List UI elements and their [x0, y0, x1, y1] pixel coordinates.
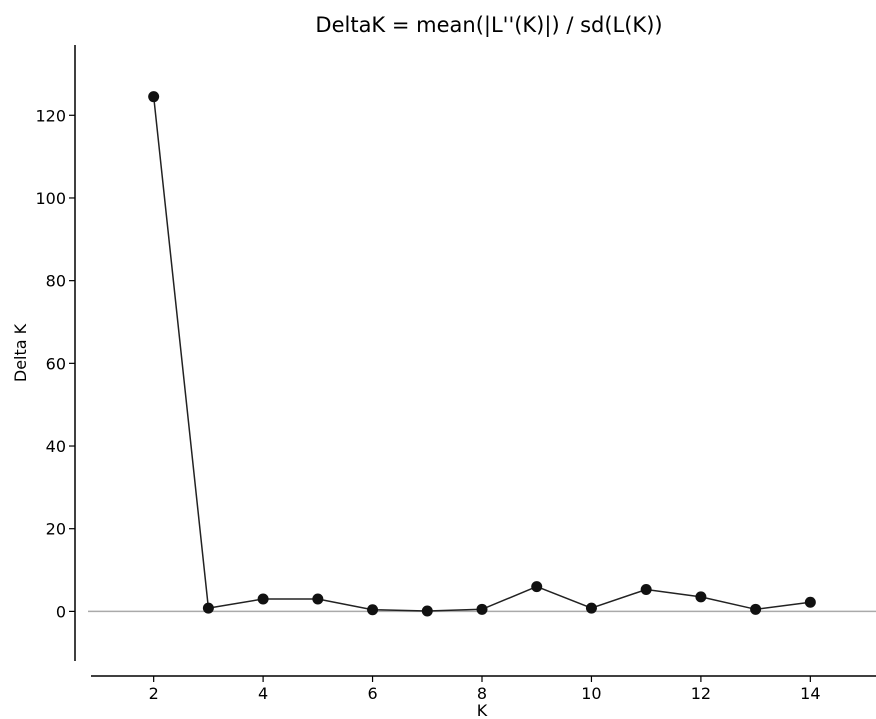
- data-point: [804, 596, 816, 608]
- data-point: [257, 593, 269, 605]
- data-point: [202, 602, 214, 614]
- x-tick-label: 12: [691, 684, 711, 703]
- y-tick-label: 40: [46, 437, 66, 456]
- y-tick-label: 100: [35, 189, 66, 208]
- x-tick-label: 4: [258, 684, 268, 703]
- data-point: [695, 591, 707, 603]
- y-tick-label: 20: [46, 520, 66, 539]
- x-axis-ticks: 2 4 6 8 10 12 14: [149, 676, 821, 703]
- y-axis-label: Delta K: [11, 323, 30, 382]
- data-point: [750, 603, 762, 615]
- data-point: [421, 605, 433, 617]
- x-tick-label: 2: [149, 684, 159, 703]
- x-tick-label: 6: [367, 684, 377, 703]
- data-point: [367, 604, 379, 616]
- y-tick-label: 0: [56, 602, 66, 621]
- x-tick-label: 14: [800, 684, 820, 703]
- data-point: [476, 603, 488, 615]
- data-point: [585, 602, 597, 614]
- y-axis-ticks: 0 20 40 60 80 100 120: [35, 106, 75, 621]
- delta-k-series: [148, 91, 816, 617]
- data-point: [640, 583, 652, 595]
- data-point: [312, 593, 324, 605]
- data-point: [531, 581, 543, 593]
- y-tick-label: 120: [35, 106, 66, 125]
- x-tick-label: 8: [477, 684, 487, 703]
- x-axis-label: K: [477, 701, 488, 719]
- chart-title: DeltaK = mean(|L''(K)|) / sd(L(K)): [315, 13, 662, 38]
- y-tick-label: 60: [46, 354, 66, 373]
- series-line: [152, 96, 811, 612]
- data-point: [148, 91, 160, 103]
- x-tick-label: 10: [581, 684, 601, 703]
- y-tick-label: 80: [46, 272, 66, 291]
